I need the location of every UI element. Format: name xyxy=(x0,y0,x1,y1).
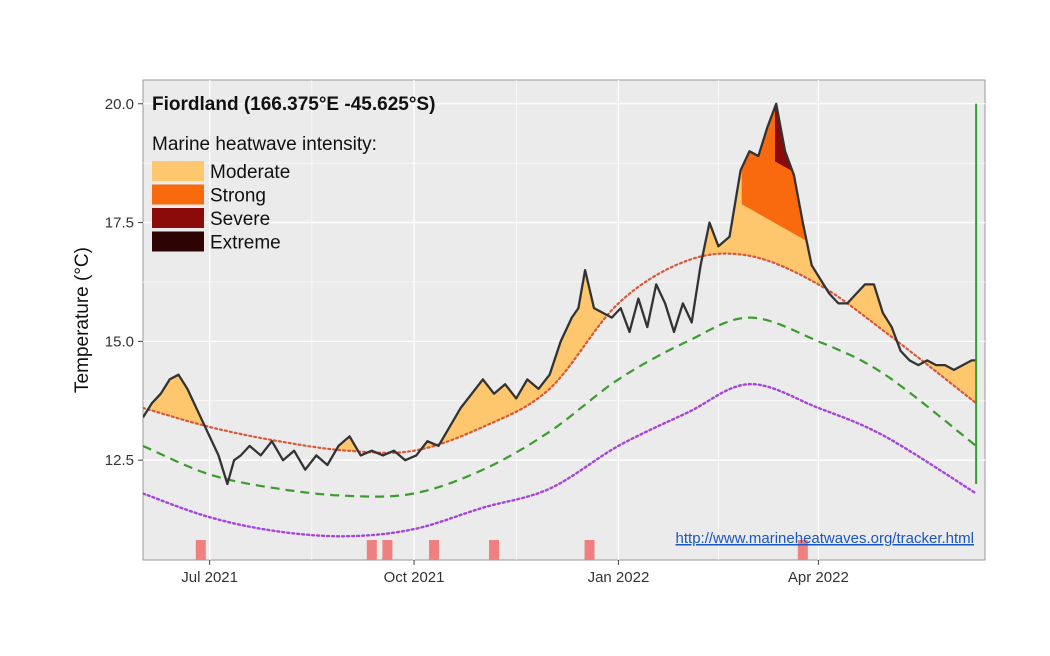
legend-swatch-severe xyxy=(152,208,204,228)
legend-label-strong: Strong xyxy=(210,186,266,207)
y-axis: 12.5 15.0 17.5 20.0 xyxy=(105,96,143,469)
legend-label-extreme: Extreme xyxy=(210,233,281,254)
legend-label-moderate: Moderate xyxy=(210,162,290,183)
mhw-moderate-area xyxy=(847,284,897,341)
low-line xyxy=(143,382,978,538)
event-marker xyxy=(366,540,377,560)
event-marker xyxy=(584,540,595,560)
legend-title: Marine heatwave intensity: xyxy=(152,134,377,155)
chart-title: Fiordland (166.375°E -45.625°S) xyxy=(152,94,435,115)
mhw-moderate-area xyxy=(440,272,608,444)
x-tick-label: Jul 2021 xyxy=(181,569,238,586)
y-tick-label: 15.0 xyxy=(105,333,134,350)
legend-label-severe: Severe xyxy=(210,209,270,230)
x-tick-label: Oct 2021 xyxy=(384,569,445,586)
mhw-strong-area xyxy=(741,103,806,241)
threshold-line xyxy=(143,252,978,455)
event-marker xyxy=(797,540,808,560)
mhw-moderate-area xyxy=(337,437,358,452)
event-markers xyxy=(195,540,808,560)
y-tick-label: 20.0 xyxy=(105,96,134,113)
x-tick-label: Apr 2022 xyxy=(788,569,849,586)
legend-swatch-strong xyxy=(152,184,204,205)
event-marker xyxy=(382,540,393,560)
y-tick-label: 12.5 xyxy=(105,452,134,469)
climatology-line xyxy=(143,316,977,498)
event-marker xyxy=(429,540,440,560)
x-axis: Jul 2021 Oct 2021 Jan 2022 Apr 2022 xyxy=(181,560,849,586)
event-marker xyxy=(489,540,500,560)
observed-temperature-line xyxy=(143,102,977,486)
legend-swatch-extreme xyxy=(152,231,204,252)
y-axis-title: Temperature (°C) xyxy=(72,247,93,393)
legend-swatch-moderate xyxy=(152,161,204,181)
series-lines xyxy=(143,102,978,538)
legend: Marine heatwave intensity: Moderate Stron… xyxy=(152,134,377,254)
event-marker xyxy=(195,540,206,560)
tracker-link[interactable]: http://www.marineheatwaves.org/tracker.h… xyxy=(676,530,974,547)
x-tick-label: Jan 2022 xyxy=(588,569,650,586)
y-tick-label: 17.5 xyxy=(105,215,134,232)
mhw-moderate-area xyxy=(421,441,436,450)
